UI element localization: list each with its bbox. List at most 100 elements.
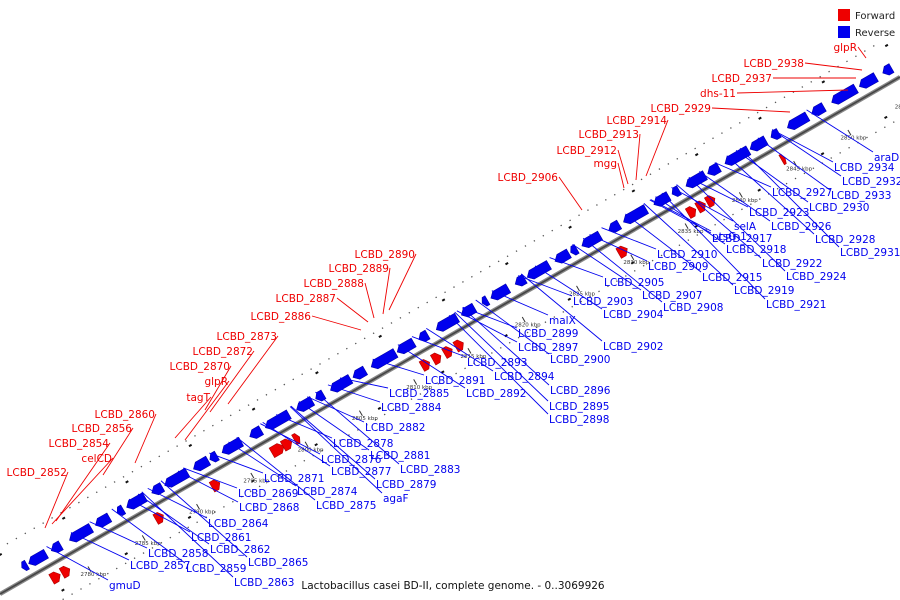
reverse-label-leader	[462, 306, 518, 329]
forward-gene	[694, 200, 706, 214]
reverse-label: LCBD_2921	[766, 299, 826, 311]
reverse-gene	[151, 482, 166, 496]
scale-tick-label: 2785 kbp	[135, 541, 161, 547]
reverse-label: LCBD_2862	[210, 544, 270, 556]
reverse-label: LCBD_2877	[331, 466, 391, 478]
forward-gene	[441, 346, 453, 359]
forward-label: mgg	[593, 158, 617, 170]
track-dash	[377, 406, 382, 410]
track-dash	[251, 479, 255, 483]
reverse-label: LCBD_2892	[466, 388, 526, 400]
forward-label: LCBD_2887	[276, 293, 336, 305]
legend-forward-swatch	[838, 9, 850, 21]
forward-label-leader	[44, 471, 69, 529]
reverse-label-leader	[290, 405, 376, 480]
reverse-label: LCBD_2875	[316, 500, 376, 512]
scale-tick-label: 2835 kbp	[678, 229, 704, 235]
reverse-gene	[608, 219, 623, 233]
forward-label: LCBD_2914	[607, 115, 668, 127]
reverse-label: LCBD_2881	[370, 450, 430, 462]
gene-labels: LCBD_2852 celCD LCBD_2854 LCBD_2856 LCBD_286…	[7, 42, 900, 592]
forward-label: LCBD_2888	[304, 278, 364, 290]
reverse-label-leader	[739, 147, 840, 248]
reverse-label-leader	[650, 199, 712, 232]
forward-label: glpR	[833, 42, 857, 54]
reverse-label: LCBD_2900	[550, 354, 610, 366]
reverse-gene	[882, 63, 895, 76]
track-dash	[821, 80, 826, 84]
reverse-label-leader	[589, 234, 648, 262]
forward-label-leader	[617, 162, 625, 189]
reverse-gene	[707, 162, 722, 176]
reverse-label: LCBD_2905	[604, 277, 664, 289]
forward-label: LCBD_2860	[95, 409, 155, 421]
reverse-gene	[859, 72, 879, 89]
track-dash	[631, 189, 636, 193]
reverse-label: LCBD_2903	[573, 296, 633, 308]
reverse-gene	[69, 523, 95, 543]
forward-label: glpR	[204, 376, 228, 388]
scale-tick	[413, 379, 418, 385]
forward-label-leader	[209, 350, 255, 413]
forward-label: LCBD_2854	[49, 438, 110, 450]
reverse-label: LCBD_2884	[381, 402, 442, 414]
forward-label: LCBD_2870	[170, 361, 230, 373]
dotted-track-lines	[0, 41, 900, 600]
reverse-label-leader	[601, 227, 657, 250]
reverse-gene	[811, 102, 827, 117]
reverse-label-leader	[699, 171, 771, 222]
forward-label-leader	[102, 427, 134, 476]
reverse-label-leader	[771, 129, 842, 177]
reverse-label-leader	[262, 421, 331, 467]
track-dash	[124, 552, 129, 556]
reverse-label-leader	[137, 493, 210, 545]
reverse-label-leader	[688, 177, 786, 272]
reverse-label-leader	[549, 257, 604, 278]
forward-label-leader	[857, 46, 867, 59]
forward-label: LCBD_2937	[712, 73, 772, 85]
forward-label: LCBD_2906	[498, 172, 559, 184]
reverse-label-leader	[372, 358, 425, 376]
reverse-label: LCBD_2893	[467, 357, 527, 369]
scale-tick	[738, 192, 743, 198]
reverse-label-leader	[454, 311, 549, 402]
reverse-label: LCBD_2904	[603, 309, 664, 321]
scale-tick-label: 2810 kbp	[406, 385, 432, 391]
reverse-label: selA	[734, 221, 757, 233]
forward-gene	[279, 438, 293, 452]
forward-gene	[703, 195, 716, 209]
reverse-label-leader	[448, 314, 549, 415]
reverse-label-leader	[160, 480, 248, 558]
legend-reverse-swatch	[838, 26, 850, 38]
reverse-label: LCBD_2879	[376, 479, 436, 491]
scale-tick-label: 2830 kbp	[623, 260, 649, 266]
track-dash	[440, 370, 445, 374]
track-dash	[568, 225, 572, 229]
reverse-label-leader	[70, 532, 130, 561]
reverse-gene	[126, 492, 148, 510]
track-dash	[884, 43, 889, 48]
scale-tick	[358, 410, 363, 417]
reverse-label-leader	[655, 196, 726, 245]
reverse-label: LCBD_2899	[518, 328, 578, 340]
scale-tick	[847, 129, 852, 136]
reverse-label-leader	[572, 243, 642, 291]
reverse-label-leader	[676, 184, 762, 259]
track-dash	[0, 552, 3, 556]
reverse-label: LCBD_2923	[749, 207, 809, 219]
reverse-label-leader	[228, 441, 297, 487]
forward-gene	[48, 571, 61, 585]
forward-gene	[268, 443, 285, 459]
reverse-label: LCBD_2874	[297, 486, 358, 498]
reverse-label: LCBD_2928	[815, 234, 875, 246]
reverse-label-leader	[89, 521, 148, 549]
reverse-gene	[787, 111, 811, 131]
reverse-label: LCBD_2918	[726, 244, 786, 256]
reverse-label: LCBD_2915	[702, 272, 762, 284]
reverse-gene	[770, 128, 782, 140]
track-dash	[630, 261, 635, 265]
reverse-label-leader	[46, 546, 109, 581]
reverse-label-leader	[128, 498, 191, 533]
reverse-gene	[623, 204, 650, 225]
reverse-label-leader	[806, 109, 874, 153]
